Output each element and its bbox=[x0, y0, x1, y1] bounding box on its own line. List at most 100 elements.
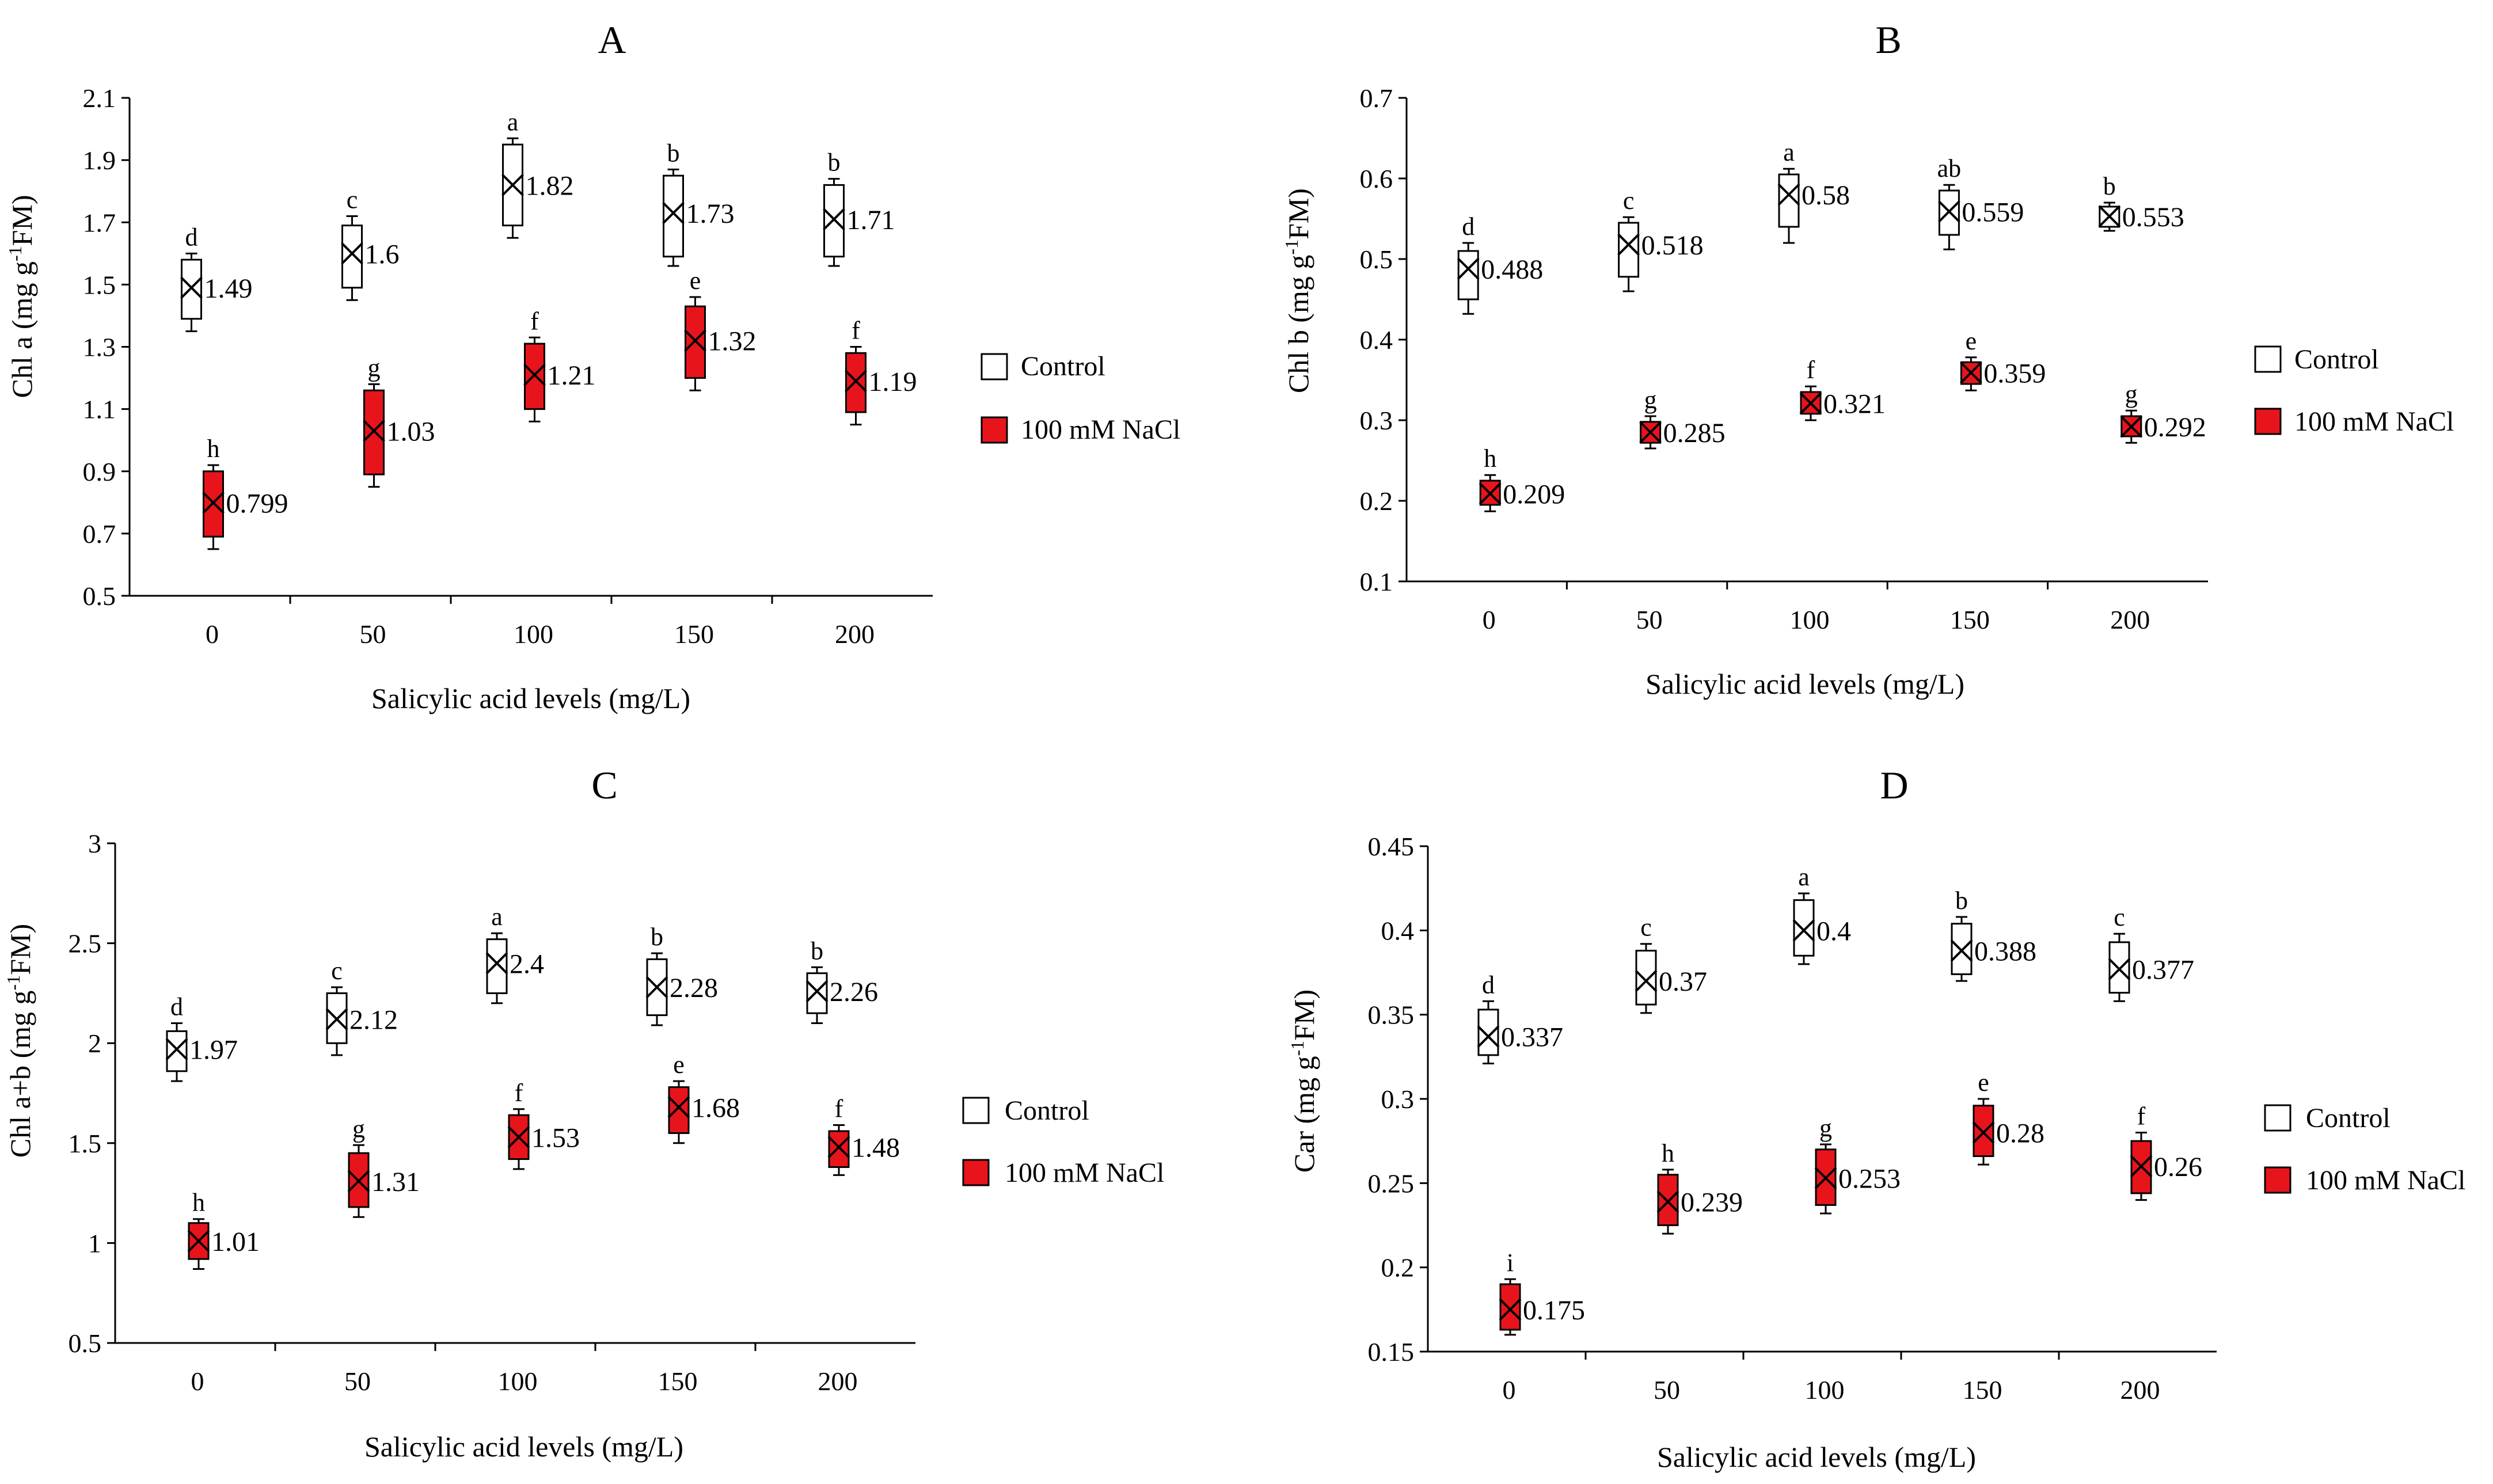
legend-swatch-control bbox=[981, 353, 1008, 380]
value-label-nacl: 0.321 bbox=[1823, 389, 1886, 420]
x-tick-label: 50 bbox=[360, 619, 386, 649]
box-control bbox=[166, 1030, 188, 1072]
y-tick-label: 0.5 bbox=[83, 581, 116, 611]
value-label-nacl: 1.03 bbox=[387, 416, 435, 447]
mean-marker-nacl bbox=[1656, 1190, 1679, 1213]
box-nacl bbox=[828, 1130, 850, 1168]
box-nacl bbox=[1973, 1105, 1994, 1158]
mean-marker-nacl bbox=[523, 363, 546, 386]
y-tick-label: 1.9 bbox=[83, 146, 116, 175]
y-axis-label-tail: FM) bbox=[1282, 188, 1314, 239]
mean-marker-control bbox=[325, 1008, 348, 1030]
value-label-nacl: 0.253 bbox=[1838, 1164, 1901, 1194]
value-label-control: 2.28 bbox=[670, 973, 718, 1003]
legend-label-nacl: 100 mM NaCl bbox=[1005, 1158, 1164, 1188]
mean-marker-nacl bbox=[202, 491, 225, 514]
mean-marker-control bbox=[1617, 233, 1640, 256]
y-axis-label: Chl b (mg g-1FM) bbox=[1281, 188, 1314, 393]
value-label-control: 0.553 bbox=[2122, 202, 2184, 233]
value-label-control: 0.388 bbox=[1974, 936, 2036, 966]
legend-swatch-nacl bbox=[2264, 1166, 2291, 1194]
x-tick-label: 100 bbox=[498, 1367, 538, 1396]
significance-letter-control: c bbox=[1623, 187, 1635, 215]
x-tick-label: 100 bbox=[1805, 1375, 1845, 1405]
value-label-control: 0.58 bbox=[1802, 180, 1850, 211]
significance-letter-control: d bbox=[185, 223, 198, 251]
y-axis-label-sup: -1 bbox=[5, 246, 25, 261]
y-tick-label: 0.35 bbox=[1368, 1000, 1415, 1030]
value-label-control: 0.377 bbox=[2132, 955, 2194, 985]
mean-marker-nacl bbox=[1972, 1121, 1995, 1144]
value-label-control: 2.12 bbox=[349, 1005, 398, 1036]
mean-marker-control bbox=[165, 1038, 188, 1061]
mean-marker-nacl bbox=[347, 1170, 370, 1193]
value-label-nacl: 0.292 bbox=[2144, 412, 2206, 443]
panel-title: C bbox=[591, 763, 617, 807]
significance-letter-nacl: g bbox=[1819, 1114, 1832, 1142]
x-tick-label: 0 bbox=[1483, 605, 1496, 634]
y-tick-label: 0.3 bbox=[1360, 406, 1393, 435]
legend-label-nacl: 100 mM NaCl bbox=[2294, 406, 2454, 437]
y-tick-label: 3 bbox=[88, 829, 101, 858]
mean-marker-nacl bbox=[1799, 392, 1822, 415]
box-nacl bbox=[1657, 1174, 1679, 1226]
box-nacl bbox=[1499, 1283, 1521, 1331]
significance-letter-control: c bbox=[1640, 914, 1652, 942]
value-label-control: 0.488 bbox=[1481, 254, 1543, 285]
mean-marker-nacl bbox=[1639, 421, 1662, 444]
mean-marker-nacl bbox=[187, 1230, 210, 1253]
mean-marker-control bbox=[1635, 969, 1658, 992]
value-label-nacl: 1.01 bbox=[211, 1227, 260, 1257]
significance-letter-control: a bbox=[491, 903, 503, 931]
value-label-nacl: 0.175 bbox=[1523, 1295, 1585, 1326]
x-tick-label: 50 bbox=[344, 1367, 371, 1396]
significance-letter-nacl: e bbox=[690, 267, 701, 295]
legend: Control 100 mM NaCl bbox=[962, 1095, 1164, 1188]
y-tick-label: 0.5 bbox=[1360, 245, 1393, 274]
significance-letter-control: d bbox=[170, 992, 183, 1021]
plot-area: 0.5 0.7 0.9 1.1 1.3 1.5 1.7 1.9 2.1 0 50 100 150 200 1… bbox=[83, 83, 933, 649]
mean-marker-control bbox=[1792, 919, 1815, 942]
x-tick-label: 50 bbox=[1654, 1375, 1680, 1405]
x-tick-label: 50 bbox=[1636, 605, 1663, 634]
mean-marker-control bbox=[180, 276, 203, 299]
significance-letter-control: d bbox=[1482, 971, 1495, 999]
significance-letter-control: b bbox=[651, 923, 663, 951]
significance-letter-nacl: e bbox=[673, 1051, 685, 1079]
legend-swatch-nacl bbox=[2254, 408, 2282, 435]
legend-swatch-control bbox=[2254, 345, 2282, 373]
significance-letter-nacl: g bbox=[2125, 380, 2138, 408]
significance-letter-control: c bbox=[2114, 903, 2125, 931]
value-label-control: 0.4 bbox=[1816, 916, 1851, 946]
y-axis-label-main: Chl a+b (mg g bbox=[4, 990, 36, 1158]
legend-label-control: Control bbox=[2306, 1103, 2391, 1133]
y-tick-label: 0.2 bbox=[1381, 1253, 1415, 1283]
box-nacl bbox=[2130, 1140, 2152, 1194]
significance-letter-nacl: g bbox=[352, 1114, 365, 1143]
mean-marker-control bbox=[1457, 257, 1480, 280]
legend: Control 100 mM NaCl bbox=[2254, 344, 2454, 437]
mean-marker-nacl bbox=[667, 1095, 690, 1118]
legend-label-nacl: 100 mM NaCl bbox=[1021, 414, 1180, 445]
significance-letter-control: b bbox=[811, 937, 823, 965]
y-axis-label-sup: -1 bbox=[1281, 239, 1302, 255]
x-tick-label: 0 bbox=[191, 1367, 204, 1396]
mean-marker-control bbox=[341, 242, 363, 265]
box-control bbox=[486, 938, 508, 994]
significance-letter-control: b bbox=[2103, 172, 2116, 200]
mean-marker-control bbox=[2108, 958, 2131, 981]
significance-letter-nacl: f bbox=[530, 307, 539, 335]
significance-letter-nacl: h bbox=[207, 435, 220, 463]
x-tick-label: 150 bbox=[1963, 1375, 2002, 1405]
y-tick-label: 0.2 bbox=[1360, 486, 1393, 516]
value-label-nacl: 1.53 bbox=[531, 1122, 580, 1153]
legend-swatch-control bbox=[2264, 1104, 2291, 1132]
x-axis-label: Salicylic acid levels (mg/L) bbox=[1657, 1441, 1976, 1473]
significance-letter-control: b bbox=[828, 149, 841, 177]
y-tick-label: 0.9 bbox=[83, 457, 116, 486]
value-label-nacl: 0.239 bbox=[1681, 1188, 1743, 1218]
mean-marker-nacl bbox=[2120, 415, 2143, 438]
significance-letter-control: d bbox=[1462, 212, 1474, 241]
